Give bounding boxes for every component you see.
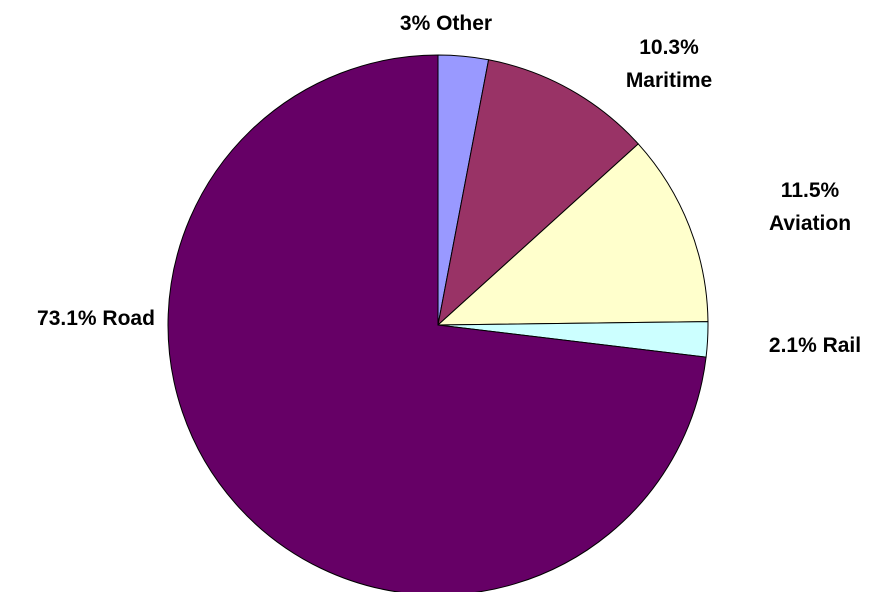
slice-label-line: 3% Other <box>400 12 492 35</box>
pie-labels: 3% Other 10.3% Maritime 11.5% Aviation 2.1% R… <box>37 12 861 357</box>
slice-label-rail: 2.1% Rail <box>769 334 861 357</box>
slice-label-line: Aviation <box>769 212 851 235</box>
slice-label-line: 73.1% Road <box>37 307 155 330</box>
slice-label-line: 11.5% <box>781 179 840 202</box>
slice-label-line: 2.1% Rail <box>769 334 861 357</box>
slice-label-maritime: 10.3% Maritime <box>626 36 712 92</box>
slice-label-other: 3% Other <box>400 12 492 35</box>
slice-label-road: 73.1% Road <box>37 307 155 330</box>
slice-label-aviation: 11.5% Aviation <box>769 179 851 235</box>
slice-label-line: 10.3% <box>639 36 699 59</box>
slice-label-line: Maritime <box>626 69 712 92</box>
pie-slice-road <box>167 54 707 592</box>
pie-slices <box>167 54 709 592</box>
pie-slice-aviation <box>436 143 709 326</box>
pie-slice-maritime <box>437 59 639 327</box>
